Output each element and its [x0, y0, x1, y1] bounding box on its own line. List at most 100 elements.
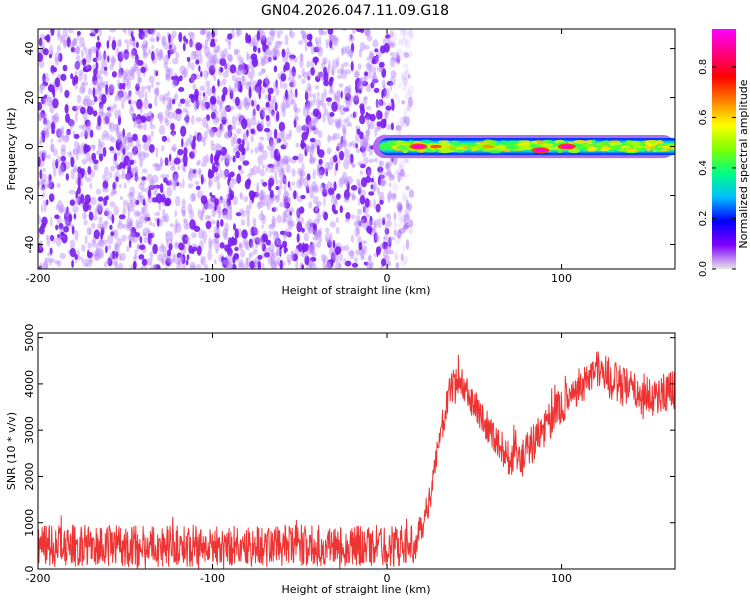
spectrogram-noise-cell [388, 102, 392, 108]
spectrogram-noise-cell [109, 134, 113, 142]
spectrogram-noise-cell [81, 158, 88, 165]
spectrogram-noise-cell [273, 65, 278, 73]
spectrogram-noise-cell [153, 190, 157, 197]
spectrogram-signal-cell [581, 144, 591, 149]
spectrogram-noise-cell [117, 131, 123, 136]
spectrogram-noise-cell [77, 196, 82, 206]
spectrogram-noise-cell [275, 185, 280, 191]
spectrogram-noise-cell [306, 144, 310, 151]
spectrogram-noise-cell [333, 181, 337, 192]
spectrogram-noise-cell [118, 184, 122, 189]
spectrogram-noise-cell [333, 209, 338, 215]
spectrogram-noise-cell [95, 41, 102, 48]
spectrogram-noise-cell [278, 169, 286, 180]
spectrogram-noise-cell [334, 246, 342, 255]
spectrogram-noise-cell [214, 259, 217, 265]
spectrogram-noise-cell [109, 146, 114, 151]
spectrogram-noise-cell [273, 231, 279, 241]
spectrogram-noise-cell [272, 252, 278, 258]
spectrogram-noise-cell [342, 130, 347, 139]
spectrogram-noise-cell [73, 140, 79, 151]
spectrogram-noise-cell [194, 181, 200, 185]
spectrogram-noise-cell [222, 86, 228, 96]
spectrogram-noise-cell [118, 262, 124, 269]
spectrogram-noise-cell [118, 254, 122, 262]
spectrogram-noise-cell [68, 41, 75, 47]
spectrogram-noise-cell [152, 222, 155, 228]
spectrogram-noise-cell [44, 94, 47, 99]
spectrogram-signal-cell [455, 147, 464, 150]
spectrogram-noise-cell [120, 195, 123, 201]
spectrogram-noise-cell [310, 44, 315, 55]
spectrogram-noise-cell [330, 85, 334, 93]
spectrogram-noise-cell [399, 54, 404, 61]
spectrogram-noise-cell [261, 164, 265, 169]
spectrogram-noise-cell [122, 135, 129, 145]
spectrogram-noise-cell [221, 78, 227, 86]
spectrogram-noise-cell [270, 29, 276, 37]
spectrogram-noise-cell [131, 48, 138, 56]
spectrogram-noise-cell [351, 163, 356, 169]
spectrogram-noise-cell [122, 205, 127, 216]
spectrogram-noise-cell [115, 138, 123, 150]
spectrogram-noise-cell [248, 238, 253, 248]
spectrogram-noise-cell [294, 104, 298, 115]
spectrogram-noise-cell [50, 143, 55, 153]
spectrogram-noise-cell [346, 181, 350, 192]
spectrogram-noise-cell [119, 252, 126, 261]
spectrogram-noise-cell [180, 125, 187, 137]
spectrogram-noise-cell [232, 178, 238, 185]
spectrogram-noise-cell [308, 120, 312, 125]
spectrogram-noise-cell [384, 111, 389, 121]
spectrogram-signal-cell [646, 143, 656, 146]
spectrogram-noise-cell [336, 193, 341, 200]
spectrogram-noise-cell [259, 136, 265, 141]
spectrogram-noise-cell [265, 101, 270, 108]
spectrogram-noise-cell [250, 53, 258, 61]
spectrogram-noise-cell [367, 124, 371, 131]
spectrogram-noise-cell [111, 250, 117, 260]
spectrogram-noise-cell [197, 168, 202, 175]
spectrogram-noise-cell [277, 189, 281, 197]
spectrogram-noise-cell [214, 154, 219, 165]
spectrogram-noise-cell [389, 236, 396, 241]
spectrogram-noise-cell [59, 83, 63, 94]
spectrogram-noise-cell [100, 230, 104, 240]
spectrogram-noise-cell [379, 160, 385, 167]
spectrogram-noise-cell [348, 95, 355, 102]
spectrogram-noise-cell [357, 208, 362, 215]
spectrogram-noise-cell [225, 105, 232, 112]
spectrogram-noise-cell [113, 152, 118, 162]
spectrogram-noise-cell [309, 256, 317, 262]
spectrogram-noise-cell [177, 102, 182, 107]
spectrogram-noise-cell [388, 174, 395, 182]
spectrogram-noise-cell [348, 154, 352, 165]
spectrogram-noise-cell [361, 80, 368, 87]
spectrogram-noise-cell [165, 104, 172, 110]
spectrogram-noise-cell [359, 137, 364, 147]
spectrogram-noise-cell [182, 210, 186, 218]
spectrogram-noise-cell [116, 151, 121, 157]
spectrogram-noise-cell [269, 223, 276, 229]
spectrogram-noise-cell [81, 81, 89, 86]
spectrogram-noise-cell [363, 45, 370, 50]
spectrogram-noise-cell [405, 90, 412, 102]
spectrogram-noise-cell [111, 213, 115, 224]
spectrogram-noise-cell [130, 66, 135, 77]
spectrogram-noise-cell [366, 225, 373, 234]
spectrogram-noise-cell [399, 205, 404, 212]
spectrogram-noise-cell [170, 48, 177, 55]
spectrogram-noise-cell [328, 59, 331, 70]
spectrogram-noise-cell [110, 83, 114, 90]
spectrogram-noise-cell [189, 38, 193, 48]
spectrogram-noise-cell [85, 262, 93, 268]
spectrogram-noise-cell [245, 97, 252, 106]
spectrogram-noise-cell [388, 36, 392, 47]
spectrogram-noise-cell [241, 118, 248, 130]
spectrogram-noise-cell [197, 159, 201, 165]
spectrogram-signal-cell [466, 147, 473, 150]
spectrogram-noise-cell [162, 208, 166, 219]
spectrogram-noise-cell [213, 91, 217, 99]
spectrogram-noise-cell [338, 262, 342, 269]
spectrogram-noise-cell [379, 243, 384, 250]
